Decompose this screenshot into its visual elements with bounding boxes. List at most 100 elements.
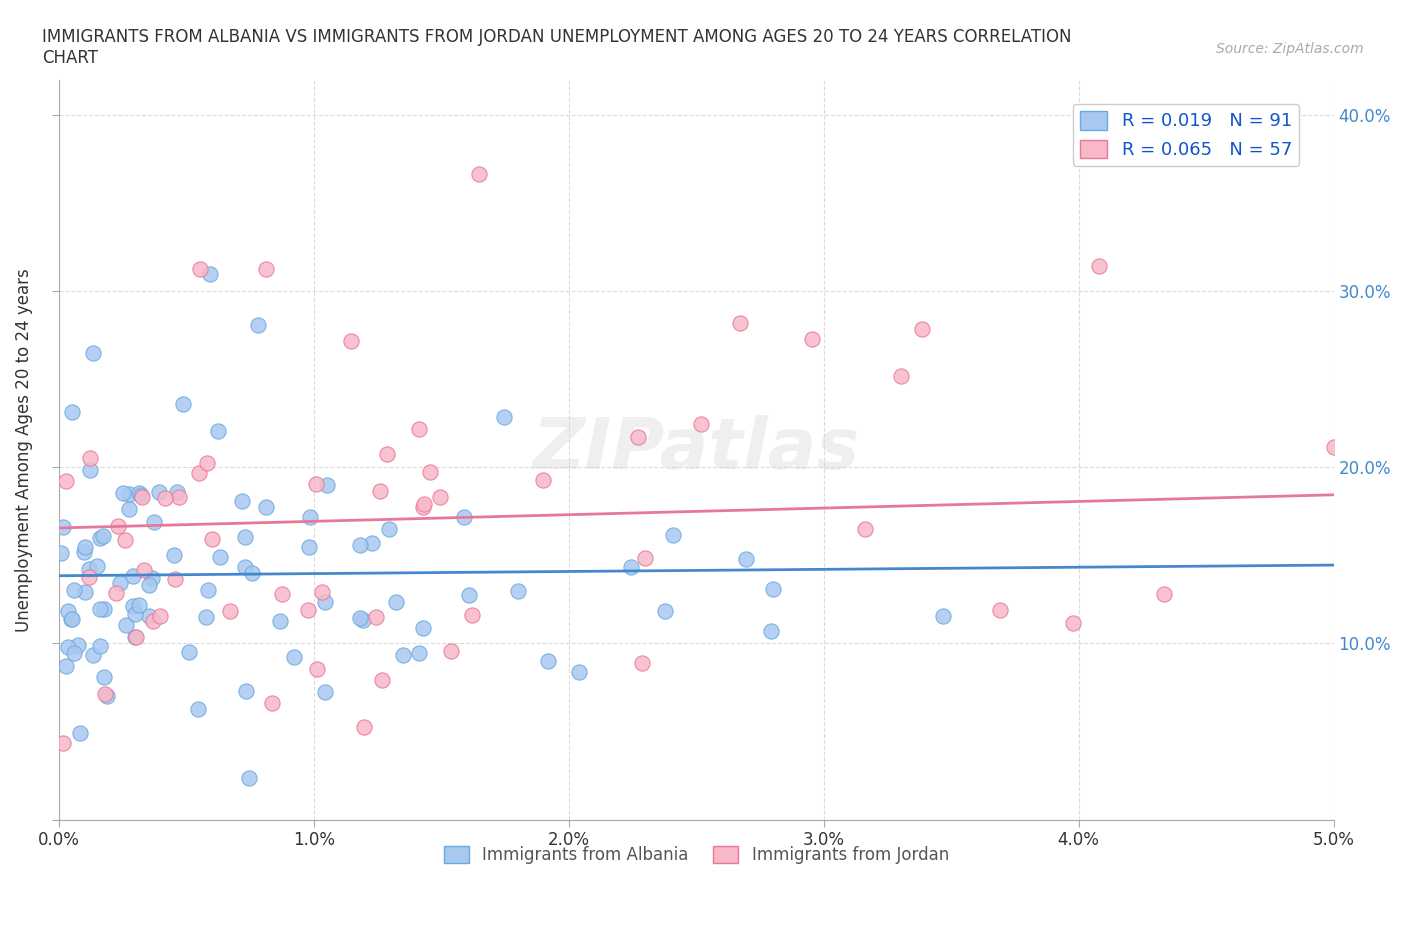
- Point: [177, 644, 200, 659]
- Legend: Immigrants from Albania, Immigrants from Jordan: Immigrants from Albania, Immigrants from…: [437, 839, 956, 870]
- Point: [492, 410, 515, 425]
- Point: [93, 602, 115, 617]
- Point: [412, 500, 434, 515]
- Point: [52, 520, 75, 535]
- Point: [166, 485, 188, 499]
- Point: [890, 368, 912, 383]
- Point: [141, 571, 163, 586]
- Point: [990, 603, 1012, 618]
- Point: [207, 423, 229, 438]
- Point: [305, 661, 328, 676]
- Point: [305, 476, 328, 491]
- Point: [353, 720, 375, 735]
- Point: [142, 614, 165, 629]
- Point: [128, 485, 150, 500]
- Point: [197, 456, 219, 471]
- Point: [112, 485, 135, 500]
- Point: [361, 536, 384, 551]
- Point: [77, 570, 100, 585]
- Point: [1088, 259, 1111, 273]
- Point: [209, 550, 232, 565]
- Point: [269, 614, 291, 629]
- Point: [163, 548, 186, 563]
- Point: [853, 521, 876, 536]
- Point: [392, 647, 415, 662]
- Point: [55, 658, 77, 673]
- Point: [378, 522, 401, 537]
- Point: [531, 472, 554, 487]
- Point: [124, 606, 146, 621]
- Point: [155, 490, 177, 505]
- Point: [440, 644, 463, 658]
- Point: [188, 466, 211, 481]
- Point: [167, 489, 190, 504]
- Point: [283, 650, 305, 665]
- Point: [352, 613, 374, 628]
- Point: [620, 559, 643, 574]
- Point: [654, 604, 676, 618]
- Y-axis label: Unemployment Among Ages 20 to 24 years: Unemployment Among Ages 20 to 24 years: [15, 268, 32, 631]
- Point: [408, 645, 430, 660]
- Point: [121, 568, 143, 583]
- Point: [200, 267, 222, 282]
- Point: [297, 603, 319, 618]
- Point: [56, 640, 79, 655]
- Point: [124, 630, 146, 644]
- Point: [89, 531, 111, 546]
- Point: [63, 645, 86, 660]
- Point: [467, 166, 489, 181]
- Point: [298, 510, 321, 525]
- Point: [63, 582, 86, 597]
- Point: [79, 561, 101, 576]
- Point: [197, 583, 219, 598]
- Point: [298, 539, 321, 554]
- Point: [55, 473, 77, 488]
- Point: [94, 686, 117, 701]
- Point: [104, 585, 127, 600]
- Point: [200, 531, 222, 546]
- Point: [58, 604, 80, 618]
- Point: [75, 585, 97, 600]
- Point: [73, 544, 96, 559]
- Point: [661, 527, 683, 542]
- Point: [537, 653, 560, 668]
- Point: [138, 578, 160, 592]
- Point: [82, 648, 104, 663]
- Point: [375, 446, 398, 461]
- Point: [60, 405, 83, 419]
- Point: [246, 318, 269, 333]
- Point: [801, 332, 824, 347]
- Point: [408, 421, 430, 436]
- Point: [429, 489, 451, 504]
- Point: [52, 736, 75, 751]
- Point: [79, 463, 101, 478]
- Point: [461, 607, 484, 622]
- Point: [370, 672, 392, 687]
- Point: [1323, 439, 1346, 454]
- Text: ZIPatlas: ZIPatlas: [533, 416, 860, 485]
- Point: [262, 696, 284, 711]
- Point: [131, 489, 153, 504]
- Point: [148, 485, 170, 499]
- Point: [419, 464, 441, 479]
- Point: [1153, 586, 1175, 601]
- Point: [412, 621, 434, 636]
- Text: IMMIGRANTS FROM ALBANIA VS IMMIGRANTS FROM JORDAN UNEMPLOYMENT AMONG AGES 20 TO : IMMIGRANTS FROM ALBANIA VS IMMIGRANTS FR…: [42, 28, 1071, 67]
- Point: [316, 478, 339, 493]
- Point: [735, 551, 758, 566]
- Point: [89, 602, 111, 617]
- Text: Source: ZipAtlas.com: Source: ZipAtlas.com: [1216, 42, 1364, 56]
- Point: [762, 582, 785, 597]
- Point: [315, 684, 337, 699]
- Point: [115, 618, 138, 632]
- Point: [231, 494, 253, 509]
- Point: [314, 594, 336, 609]
- Point: [1062, 616, 1084, 631]
- Point: [384, 595, 406, 610]
- Point: [453, 510, 475, 525]
- Point: [364, 610, 387, 625]
- Point: [254, 499, 277, 514]
- Point: [634, 551, 657, 565]
- Point: [508, 584, 530, 599]
- Point: [626, 430, 648, 445]
